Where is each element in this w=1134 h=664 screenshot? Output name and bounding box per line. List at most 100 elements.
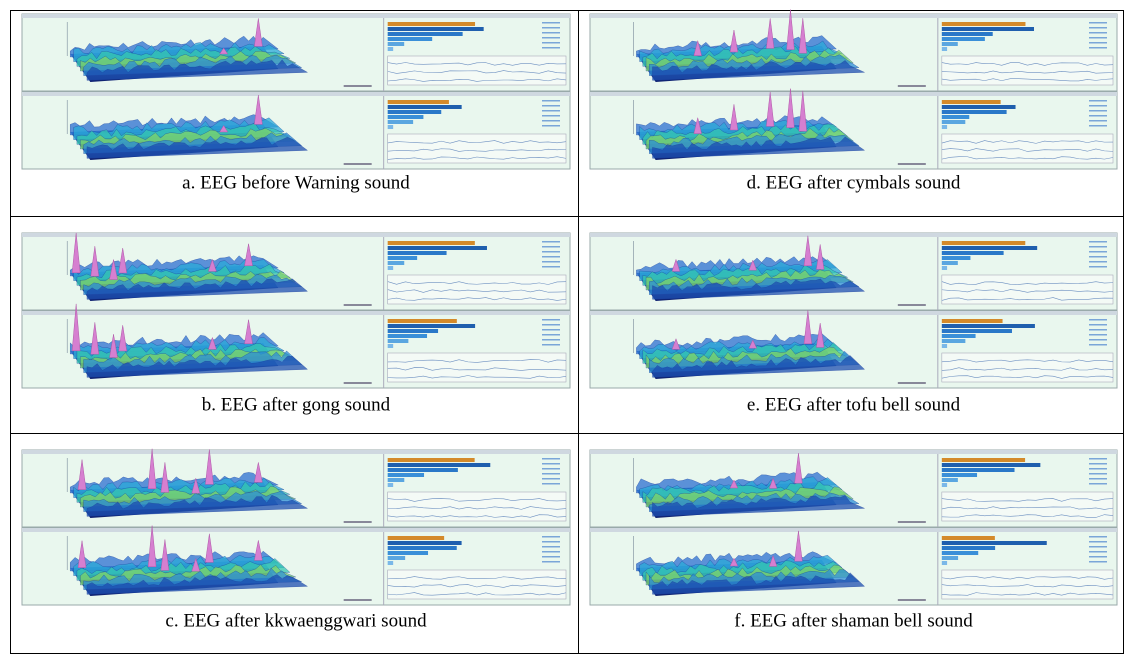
legend-swatch [542,47,560,49]
figure: a. EEG before Warning soundd. EEG after … [0,0,1134,664]
legend-swatch [542,468,560,470]
legend-swatch [542,115,560,117]
time-stamp [898,163,926,165]
legend-swatch [542,105,560,107]
band-bar [388,339,409,343]
panel-header [22,528,570,532]
band-bar [942,251,1004,255]
band-bar [388,22,475,26]
legend-swatch [1089,22,1107,24]
legend-swatch [1089,546,1107,548]
time-stamp [344,599,372,601]
panel-header [22,450,570,454]
legend-swatch [1089,47,1107,49]
legend-swatch [1089,266,1107,268]
legend-swatch [542,458,560,460]
legend-swatch [1089,541,1107,543]
panel-header [590,450,1117,454]
legend-swatch [542,261,560,263]
legend-swatch [1089,556,1107,558]
band-bar [388,344,393,348]
panel-header [590,311,1117,315]
legend-swatch [1089,551,1107,553]
band-bar [388,458,475,462]
time-stamp [344,85,372,87]
time-stamp [898,304,926,306]
legend-swatch [542,339,560,341]
panel-header [590,14,1117,18]
band-bar [388,334,427,338]
legend-swatch [542,478,560,480]
legend-swatch [1089,458,1107,460]
band-bar [942,47,947,51]
band-bar [388,32,463,36]
legend-swatch [1089,334,1107,336]
panel-header [22,92,570,96]
caption: b. EEG after gong sound [202,394,391,415]
band-bar [942,261,958,265]
legend-swatch [542,329,560,331]
legend-swatch [542,246,560,248]
legend-swatch [542,110,560,112]
band-bar [388,246,487,250]
time-stamp [344,521,372,523]
band-bar [942,115,969,119]
band-bar [388,256,417,260]
legend-swatch [542,344,560,346]
band-bar [388,47,393,51]
band-bar [942,266,947,270]
legend-swatch [542,324,560,326]
band-bar [388,473,424,477]
trend-box [942,353,1113,382]
figure-cell: f. EEG after shaman bell sound [590,450,1117,631]
band-bar [388,463,491,467]
legend-swatch [542,251,560,253]
trend-box [942,492,1113,521]
legend-swatch [1089,339,1107,341]
trend-box [388,56,566,85]
figure-cell: e. EEG after tofu bell sound [590,233,1117,415]
band-bar [388,125,393,129]
legend-swatch [1089,463,1107,465]
band-bar [388,483,393,487]
legend-swatch [542,37,560,39]
legend-swatch [542,256,560,258]
band-bar [942,546,995,550]
figure-cell: a. EEG before Warning sound [22,14,570,193]
legend-swatch [1089,324,1107,326]
legend-swatch [1089,344,1107,346]
panel-header [22,14,570,18]
figure-cell: c. EEG after kkwaenggwari sound [22,449,570,632]
trend-box [388,492,566,521]
legend-swatch [542,473,560,475]
legend-swatch [1089,241,1107,243]
band-bar [388,27,484,31]
time-stamp [898,521,926,523]
legend-swatch [1089,468,1107,470]
time-stamp [344,163,372,165]
time-stamp [898,85,926,87]
band-bar [388,42,405,46]
trend-box [388,134,566,163]
band-bar [388,120,413,124]
band-bar [942,241,1025,245]
legend-swatch [542,125,560,127]
figure-cell: b. EEG after gong sound [22,233,570,416]
legend-swatch [1089,105,1107,107]
band-bar [388,478,405,482]
legend-swatch [1089,478,1107,480]
legend-swatch [1089,115,1107,117]
legend-swatch [542,42,560,44]
legend-swatch [1089,483,1107,485]
band-bar [388,110,442,114]
band-bar [942,319,1003,323]
legend-swatch [1089,561,1107,563]
band-bar [388,324,475,328]
band-bar [942,536,995,540]
legend-swatch [542,27,560,29]
legend-swatch [1089,27,1107,29]
band-bar [942,334,976,338]
legend-swatch [542,32,560,34]
band-bar [388,266,393,270]
band-bar [942,483,947,487]
